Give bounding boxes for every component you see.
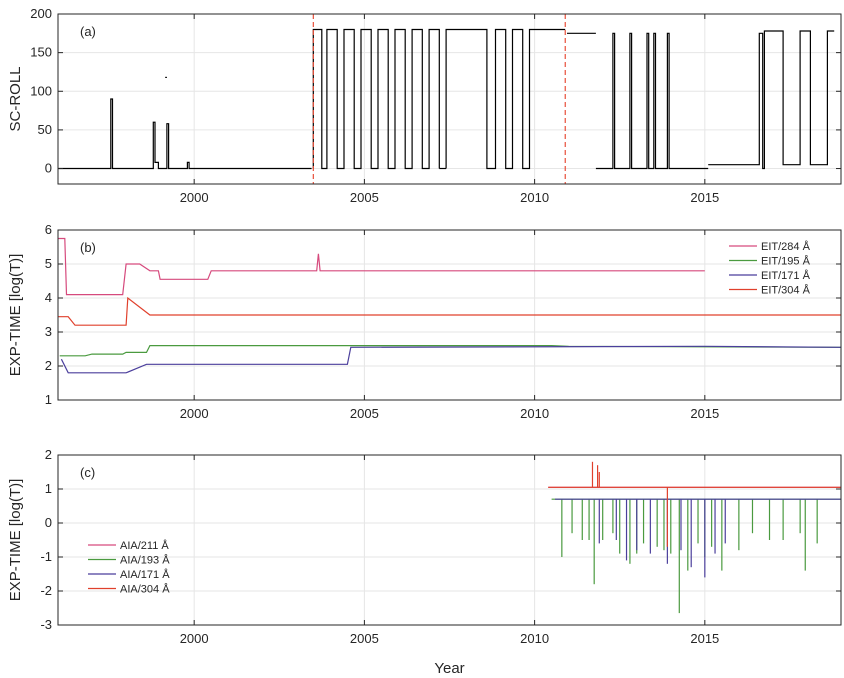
legend-label: AIA/304 Å	[120, 583, 170, 596]
series-line	[708, 30, 835, 170]
x-tick-label: 2005	[350, 406, 379, 421]
plot-area	[58, 455, 841, 625]
legend-label: AIA/171 Å	[120, 568, 170, 581]
series-eit-171-	[60, 345, 842, 374]
axes-frame	[57, 229, 842, 401]
x-tick-label: 2005	[350, 631, 379, 646]
panel-a: 2000 2005 2010 2015 0 50 100 150 200 (a) SC-ROLL	[7, 6, 842, 205]
y-tick-label: 2	[45, 447, 52, 462]
y-tick-label: 2	[45, 358, 52, 373]
legend-label: AIA/193 Å	[120, 554, 170, 567]
y-tick-label: 150	[30, 45, 52, 60]
panel-b: 2000 2005 2010 2015 1 2 3 4 5 6 (b) EXP-TIME [log(T…	[7, 222, 842, 421]
series-line	[58, 237, 705, 296]
y-tick-label: 50	[38, 122, 52, 137]
y-tick-label: -3	[40, 617, 52, 632]
y-tick-label: 5	[45, 256, 52, 271]
series-line	[59, 345, 842, 357]
legend-label: EIT/304 Å	[761, 284, 811, 297]
series-line	[60, 345, 842, 374]
x-tick-label: 2015	[690, 190, 719, 205]
y-tick-label: -2	[40, 583, 52, 598]
series-eit-304-	[58, 296, 841, 326]
panel-label: (b)	[80, 240, 96, 255]
y-tick-label: 1	[45, 392, 52, 407]
y-axis-label: SC-ROLL	[7, 66, 24, 131]
x-axis-label: Year	[434, 660, 464, 677]
x-tick-label: 2000	[180, 631, 209, 646]
series-line	[595, 32, 709, 170]
axes-frame	[57, 13, 842, 185]
legend-label: EIT/195 Å	[761, 255, 811, 268]
series-aia-304-	[548, 461, 841, 547]
y-axis-label: EXP-TIME [log(T)]	[7, 254, 24, 377]
x-tick-label: 2010	[520, 406, 549, 421]
x-tick-label: 2010	[520, 631, 549, 646]
y-tick-label: 200	[30, 6, 52, 21]
panel-label: (a)	[80, 24, 96, 39]
x-tick-label: 2015	[690, 631, 719, 646]
series-line	[312, 28, 440, 170]
y-tick-label: 1	[45, 481, 52, 496]
series-line	[445, 28, 566, 170]
legend-label: AIA/211 Å	[120, 539, 169, 552]
series-line-0	[58, 28, 835, 170]
legend-label: EIT/171 Å	[761, 269, 811, 282]
series-aia-171-	[555, 498, 841, 578]
plot-area	[58, 14, 841, 184]
x-tick-label: 2005	[350, 190, 379, 205]
legend-label: EIT/284 Å	[761, 240, 811, 253]
axes-frame	[57, 454, 842, 626]
y-tick-label: 4	[45, 290, 52, 305]
series-line	[58, 296, 841, 326]
x-tick-label: 2010	[520, 190, 549, 205]
series-eit-284-	[58, 237, 705, 296]
y-tick-label: 0	[45, 515, 52, 530]
y-tick-label: 0	[45, 161, 52, 176]
panel-c: 2000 2005 2010 2015 -3 -2 -1 0 1 2 (c) EXP-TIME [lo…	[7, 447, 842, 677]
x-tick-label: 2000	[180, 406, 209, 421]
x-tick-label: 2015	[690, 406, 719, 421]
y-tick-label: 6	[45, 222, 52, 237]
x-tick-label: 2000	[180, 190, 209, 205]
y-tick-label: 100	[30, 83, 52, 98]
y-tick-label: 3	[45, 324, 52, 339]
y-axis-label: EXP-TIME [log(T)]	[7, 479, 24, 602]
series-line	[58, 98, 312, 170]
y-tick-label: -1	[40, 549, 52, 564]
panel-label: (c)	[80, 465, 95, 480]
series-eit-195-	[59, 345, 842, 357]
